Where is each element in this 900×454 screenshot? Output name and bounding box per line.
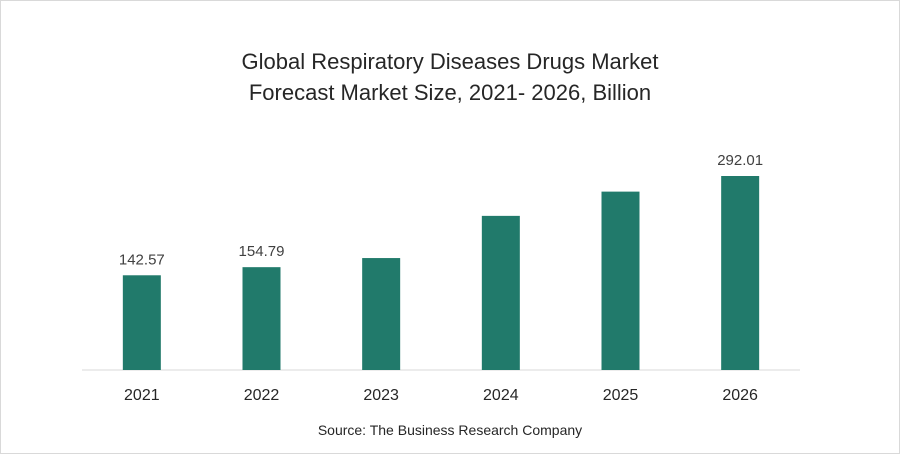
- chart-title-line-1: Global Respiratory Diseases Drugs Market: [241, 49, 659, 74]
- x-tick-label-2025: 2025: [603, 387, 639, 404]
- bar-2024: [481, 215, 520, 370]
- chart-title-line-2: Forecast Market Size, 2021- 2026, Billio…: [248, 80, 652, 105]
- bar-2022: [242, 267, 281, 370]
- bar-2023: [362, 258, 401, 370]
- x-tick-label-2021: 2021: [124, 387, 160, 404]
- x-tick-label-2022: 2022: [244, 387, 280, 404]
- bar-2021: [122, 275, 161, 370]
- x-tick-label-2024: 2024: [483, 387, 519, 404]
- data-label-2022: 154.79: [239, 243, 285, 260]
- bar-2025: [601, 191, 640, 370]
- chart-source: Source: The Business Research Company: [317, 422, 583, 438]
- data-label-2026: 292.01: [717, 152, 763, 169]
- data-label-2021: 142.57: [119, 251, 165, 268]
- bar-2026: [721, 176, 760, 370]
- x-tick-label-2026: 2026: [722, 387, 758, 404]
- x-tick-label-2023: 2023: [363, 387, 399, 404]
